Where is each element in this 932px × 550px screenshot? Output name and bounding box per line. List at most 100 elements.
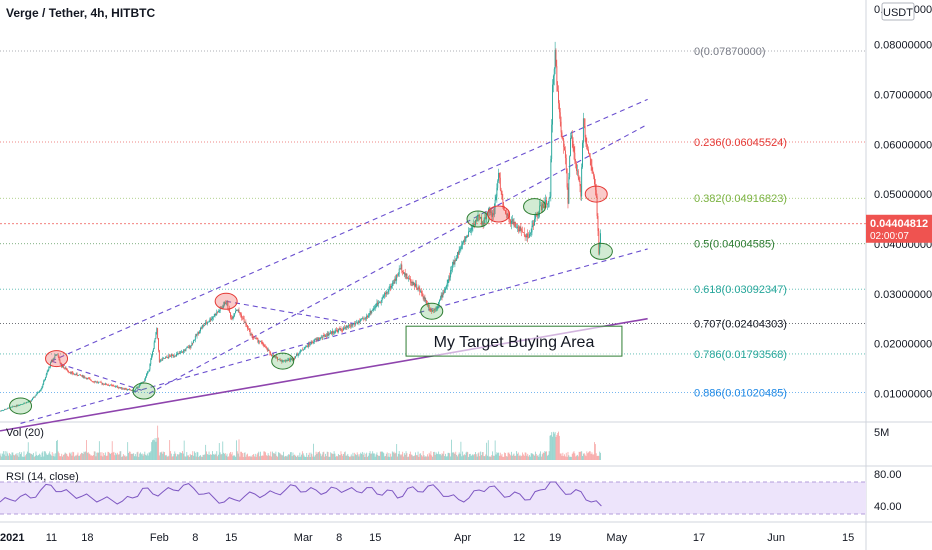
- candle-body: [579, 181, 581, 187]
- candle-body: [373, 308, 375, 309]
- candle-body: [304, 347, 306, 350]
- volume-bar: [57, 451, 59, 460]
- candle-body: [33, 397, 35, 398]
- volume-bar: [164, 455, 166, 460]
- volume-bar: [511, 455, 513, 460]
- candle-body: [149, 363, 151, 370]
- candle-body: [140, 383, 142, 385]
- currency-badge[interactable]: [881, 2, 915, 21]
- candle-body: [123, 388, 125, 390]
- volume-bar: [517, 452, 519, 460]
- candle-body: [251, 333, 253, 336]
- volume-bar: [567, 451, 569, 460]
- volume-bar: [104, 452, 106, 460]
- rsi-tick: 80.00: [874, 469, 902, 481]
- candle-body: [176, 353, 177, 356]
- volume-bar: [342, 455, 344, 460]
- candle-body: [283, 360, 285, 362]
- candle-body: [44, 377, 46, 381]
- volume-bar: [378, 455, 380, 460]
- symbol-title[interactable]: Verge / Tether, 4h, HITBTC: [6, 6, 155, 20]
- volume-bar: [40, 456, 42, 460]
- candle-body: [522, 232, 524, 233]
- volume-bar: [499, 452, 501, 460]
- volume-bar: [174, 451, 176, 460]
- volume-bar: [445, 456, 447, 460]
- candle-body: [360, 319, 362, 322]
- candle-body: [0, 410, 2, 412]
- volume-bar: [8, 452, 10, 460]
- candle-body: [320, 336, 322, 338]
- candle-body: [592, 170, 594, 173]
- volume-bar: [241, 453, 243, 460]
- candle-body: [272, 355, 274, 357]
- volume-bar: [199, 455, 201, 460]
- candle-body: [31, 400, 33, 402]
- volume-bar: [212, 454, 214, 460]
- volume-bar: [365, 453, 367, 460]
- volume-bar: [562, 452, 564, 460]
- candle-body: [457, 252, 458, 258]
- candle-body: [420, 291, 422, 292]
- volume-bar: [172, 456, 174, 460]
- annotation-circle: [420, 302, 444, 320]
- volume-bar: [116, 452, 118, 460]
- volume-bar: [326, 451, 328, 460]
- volume-bar: [566, 456, 568, 460]
- volume-bar: [570, 456, 572, 460]
- volume-bar: [440, 455, 442, 460]
- candle-body: [372, 310, 374, 311]
- candle-body: [107, 384, 109, 386]
- volume-bar: [80, 454, 81, 460]
- candle-body: [281, 360, 283, 362]
- volume-bar: [229, 453, 231, 460]
- volume-bar: [484, 456, 486, 460]
- candle-body: [439, 298, 441, 300]
- volume-bar: [520, 456, 522, 460]
- candle-body: [355, 323, 356, 325]
- volume-bar: [253, 456, 255, 460]
- volume-bar: [268, 455, 270, 460]
- candle-body: [75, 373, 77, 375]
- volume-bar: [281, 455, 283, 460]
- candle-body: [10, 406, 12, 408]
- rsi-title[interactable]: RSI (14, close): [6, 471, 79, 483]
- volume-bar: [218, 443, 220, 460]
- candle-body: [164, 358, 165, 359]
- candle-body: [54, 355, 56, 358]
- volume-bar: [253, 454, 255, 460]
- candle-body: [184, 350, 186, 351]
- candle-body: [576, 170, 578, 172]
- candle-body: [587, 149, 589, 150]
- candle-body: [237, 310, 239, 311]
- volume-bar: [77, 452, 79, 460]
- candle-body: [86, 378, 88, 380]
- volume-bar: [594, 444, 596, 460]
- candle-body: [415, 283, 417, 288]
- candle-body: [581, 167, 583, 197]
- volume-bar: [30, 453, 32, 460]
- volume-title[interactable]: Vol (20): [6, 427, 44, 439]
- candle-body: [161, 359, 163, 361]
- candle-body: [325, 335, 326, 337]
- candle-body: [177, 353, 179, 354]
- candle-body: [436, 307, 438, 309]
- volume-bar: [87, 452, 89, 460]
- candle-body: [224, 302, 226, 304]
- volume-bar: [452, 452, 454, 460]
- candle-body: [407, 277, 409, 279]
- time-tick: 2021: [0, 532, 24, 544]
- candle-body: [242, 317, 244, 319]
- volume-bar: [97, 452, 99, 460]
- volume-bar: [345, 455, 347, 460]
- candle-body: [486, 214, 488, 220]
- fib-label: 0(0.07870000): [694, 46, 766, 58]
- volume-bar: [594, 442, 595, 460]
- candle-body: [412, 281, 414, 286]
- candle-body: [157, 328, 159, 339]
- volume-bar: [111, 441, 113, 460]
- candle-body: [249, 329, 251, 335]
- candle-body: [229, 312, 231, 318]
- volume-bar: [26, 453, 28, 460]
- candle-body: [482, 222, 484, 225]
